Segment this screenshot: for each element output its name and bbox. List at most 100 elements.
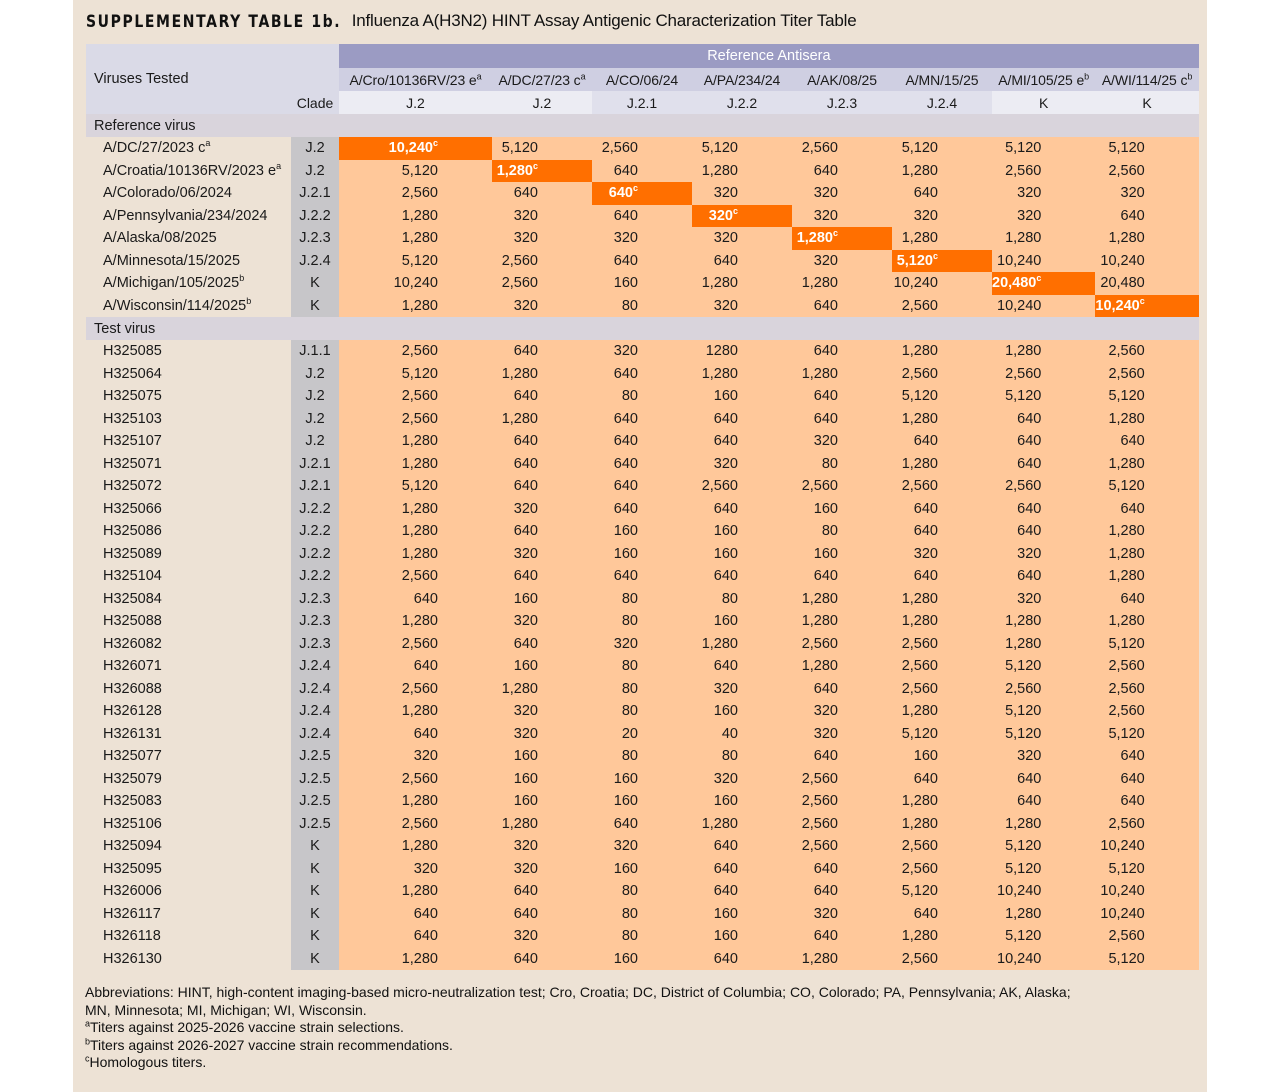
titer-cell: 2,560 xyxy=(792,790,892,813)
titer-cell: 2,560 xyxy=(339,385,492,408)
titer-cell: 320 xyxy=(492,497,592,520)
table-row: H325072 J.2.1 5,120 640 640 2,560 2,560 2,560 2,… xyxy=(86,475,1199,498)
virus-clade: J.1.1 xyxy=(291,340,339,363)
titer-cell: 160 xyxy=(892,745,992,768)
antiserum-clade: J.2 xyxy=(339,91,492,114)
titer-cell: 320 xyxy=(992,542,1096,565)
titer-cell: 640 xyxy=(692,249,792,272)
titer-cell: 320 xyxy=(592,835,692,858)
antiserum-clade: J.2.2 xyxy=(692,91,792,114)
titer-cell: 2,560 xyxy=(892,294,992,317)
virus-name: H326071 xyxy=(103,658,162,675)
table-row: H326006 K 1,280 640 80 640 640 5,120 10,240 10,24… xyxy=(86,880,1199,903)
antiserum-name: A/CO/06/24 xyxy=(592,68,692,91)
virus-clade: J.2 xyxy=(291,385,339,408)
titer-cell: 1,280 xyxy=(339,542,492,565)
titer-cell: 1,280 xyxy=(492,812,592,835)
titer-cell: 320 xyxy=(692,767,792,790)
titer-cell: 2,560 xyxy=(792,475,892,498)
titer-cell: 320 xyxy=(492,857,592,880)
titer-cell: 5,120 xyxy=(1095,857,1199,880)
titer-cell: 640 xyxy=(992,497,1096,520)
titer-cell: 5,120 xyxy=(992,655,1096,678)
table-row: H326130 K 1,280 640 160 640 1,280 2,560 10,240 5,… xyxy=(86,947,1199,970)
titer-cell: 1,280 xyxy=(1095,227,1199,250)
titer-cell: 640 xyxy=(692,497,792,520)
titer-cell: 5,120 xyxy=(892,137,992,160)
titer-cell: 5,120 xyxy=(992,925,1096,948)
titer-cell: 640 xyxy=(692,655,792,678)
antiserum-name: A/MN/15/25 xyxy=(892,68,992,91)
virus-name: H325104 xyxy=(103,568,162,585)
titer-cell: 1,280 xyxy=(892,587,992,610)
titer-cell: 5,120 xyxy=(892,385,992,408)
section-label: Reference virus xyxy=(86,114,1199,137)
virus-clade: J.2 xyxy=(291,137,339,160)
table-row: H325106 J.2.5 2,560 1,280 640 1,280 2,560 1,280… xyxy=(86,812,1199,835)
antiserum-clade: K xyxy=(1095,91,1199,114)
titer-cell: 320 xyxy=(692,294,792,317)
virus-clade: J.2.5 xyxy=(291,745,339,768)
virus-clade: J.2.2 xyxy=(291,542,339,565)
virus-name: H326128 xyxy=(103,703,162,720)
titer-cell: 640 xyxy=(992,452,1096,475)
virus-clade: J.2.3 xyxy=(291,610,339,633)
table-row: H326131 J.2.4 640 320 20 40 320 5,120 5,120 5,120 xyxy=(86,722,1199,745)
table-row: H325083 J.2.5 1,280 160 160 160 2,560 1,280 640 6… xyxy=(86,790,1199,813)
titer-cell: 640 xyxy=(792,340,892,363)
table-row: A/Wisconsin/114/2025b K 1,280 320 80 320 640 2,… xyxy=(86,294,1199,317)
titer-cell: 1,280 xyxy=(492,362,592,385)
titer-cell: 80 xyxy=(592,294,692,317)
titer-cell: 80 xyxy=(592,745,692,768)
titer-cell: 640 xyxy=(1095,767,1199,790)
titer-cell: 320 xyxy=(492,835,592,858)
titer-cell: 10,240 xyxy=(992,947,1096,970)
table-row: H325064 J.2 5,120 1,280 640 1,280 1,280 2,560 2,… xyxy=(86,362,1199,385)
titer-cell: 5,120 xyxy=(992,700,1096,723)
titer-cell: 640 xyxy=(592,565,692,588)
virus-clade: J.2.4 xyxy=(291,677,339,700)
virus-clade: J.2 xyxy=(291,407,339,430)
titer-cell: 1,280 xyxy=(339,294,492,317)
titer-cell: 640 xyxy=(792,565,892,588)
titer-cell: 160 xyxy=(592,272,692,295)
titer-cell: 320 xyxy=(792,902,892,925)
titer-cell: 320 xyxy=(592,340,692,363)
virus-name: A/Minnesota/15/2025 xyxy=(103,252,241,269)
titer-cell: 2,560 xyxy=(692,475,792,498)
titer-cell: 1,280 xyxy=(1095,610,1199,633)
titer-cell: 2,560 xyxy=(792,835,892,858)
titer-cell: 320 xyxy=(992,204,1096,227)
titer-cell: 40 xyxy=(692,722,792,745)
titer-cell: 640 xyxy=(692,565,792,588)
titer-cell: 1,280 xyxy=(339,430,492,453)
virus-clade: J.2.1 xyxy=(291,475,339,498)
virus-clade: J.2 xyxy=(291,159,339,182)
titer-cell: 320 xyxy=(692,227,792,250)
virus-name: H325086 xyxy=(103,523,162,540)
virus-name: H325095 xyxy=(103,860,162,877)
titer-cell: 1280 xyxy=(692,340,792,363)
titer-cell: 1,280 xyxy=(339,700,492,723)
virus-name: H326006 xyxy=(103,883,162,900)
titer-cell: 80 xyxy=(592,587,692,610)
titer-cell: 640 xyxy=(792,407,892,430)
titer-cell: 320 xyxy=(1095,182,1199,205)
titer-cell: 640 xyxy=(592,407,692,430)
titer-cell: 5,120 xyxy=(992,857,1096,880)
titer-cell: 2,560 xyxy=(792,632,892,655)
titer-cell: 2,560 xyxy=(339,812,492,835)
titer-cell: 2,560 xyxy=(892,835,992,858)
virus-name: H325083 xyxy=(103,793,162,810)
titer-cell: 1,280 xyxy=(792,272,892,295)
titer-cell: 1,280 xyxy=(339,204,492,227)
virus-clade: J.2.4 xyxy=(291,249,339,272)
titer-table: Viruses Tested Reference Antisera A/Cro/10… xyxy=(86,44,1199,970)
titer-cell: 160 xyxy=(692,925,792,948)
table-row: H325085 J.1.1 2,560 640 320 1280 640 1,280 1,280… xyxy=(86,340,1199,363)
table-row: H326117 K 640 640 80 160 320 640 1,280 10,240 xyxy=(86,902,1199,925)
table-row: H325089 J.2.2 1,280 320 160 160 160 320 320 1,280 xyxy=(86,542,1199,565)
titer-cell: 2,560 xyxy=(1095,655,1199,678)
titer-cell: 1,280 xyxy=(892,227,992,250)
titer-cell: 5,120 xyxy=(339,249,492,272)
